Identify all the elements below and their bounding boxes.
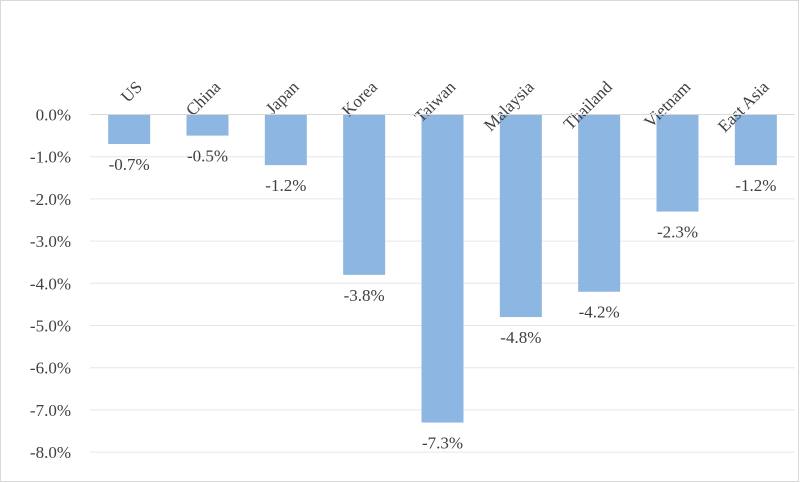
category-label: Japan <box>262 77 303 118</box>
y-tick-label: -1.0% <box>30 148 71 167</box>
bar-east-asia <box>734 114 777 166</box>
data-label: -4.2% <box>579 303 620 322</box>
bar-japan <box>264 114 307 166</box>
bar-taiwan <box>421 114 464 423</box>
data-label: -0.5% <box>187 147 228 166</box>
bars <box>108 114 777 423</box>
bar-us <box>108 114 151 145</box>
data-labels: -0.7% -0.5% -1.2% -3.8% -7.3% -4.8% -4.2% -2.3%… <box>109 147 777 453</box>
y-tick-label: -4.0% <box>30 274 71 293</box>
category-label: Korea <box>338 77 381 120</box>
y-tick-label: -2.0% <box>30 190 71 209</box>
data-label: -1.2% <box>735 176 776 195</box>
data-label: -2.3% <box>657 223 698 242</box>
data-label: -3.8% <box>344 286 385 305</box>
y-tick-label: -6.0% <box>30 359 71 378</box>
bar-malaysia <box>499 114 542 318</box>
category-label: US <box>117 77 146 106</box>
data-label: -0.7% <box>109 155 150 174</box>
bar-vietnam <box>656 114 699 212</box>
y-tick-label: -5.0% <box>30 317 71 336</box>
bar-thailand <box>578 114 621 292</box>
y-tick-label: -3.0% <box>30 232 71 251</box>
y-tick-label: -8.0% <box>30 443 71 462</box>
category-label: China <box>182 77 224 119</box>
y-tick-label: -7.0% <box>30 401 71 420</box>
data-label: -1.2% <box>265 176 306 195</box>
bar-china <box>186 114 229 136</box>
y-tick-label: 0.0% <box>36 106 71 125</box>
data-label: -7.3% <box>422 434 463 453</box>
y-axis-tick-labels: 0.0% -1.0% -2.0% -3.0% -4.0% -5.0% -6.0% -7.0% -… <box>30 106 71 463</box>
bar-korea <box>343 114 386 275</box>
data-label: -4.8% <box>500 328 541 347</box>
